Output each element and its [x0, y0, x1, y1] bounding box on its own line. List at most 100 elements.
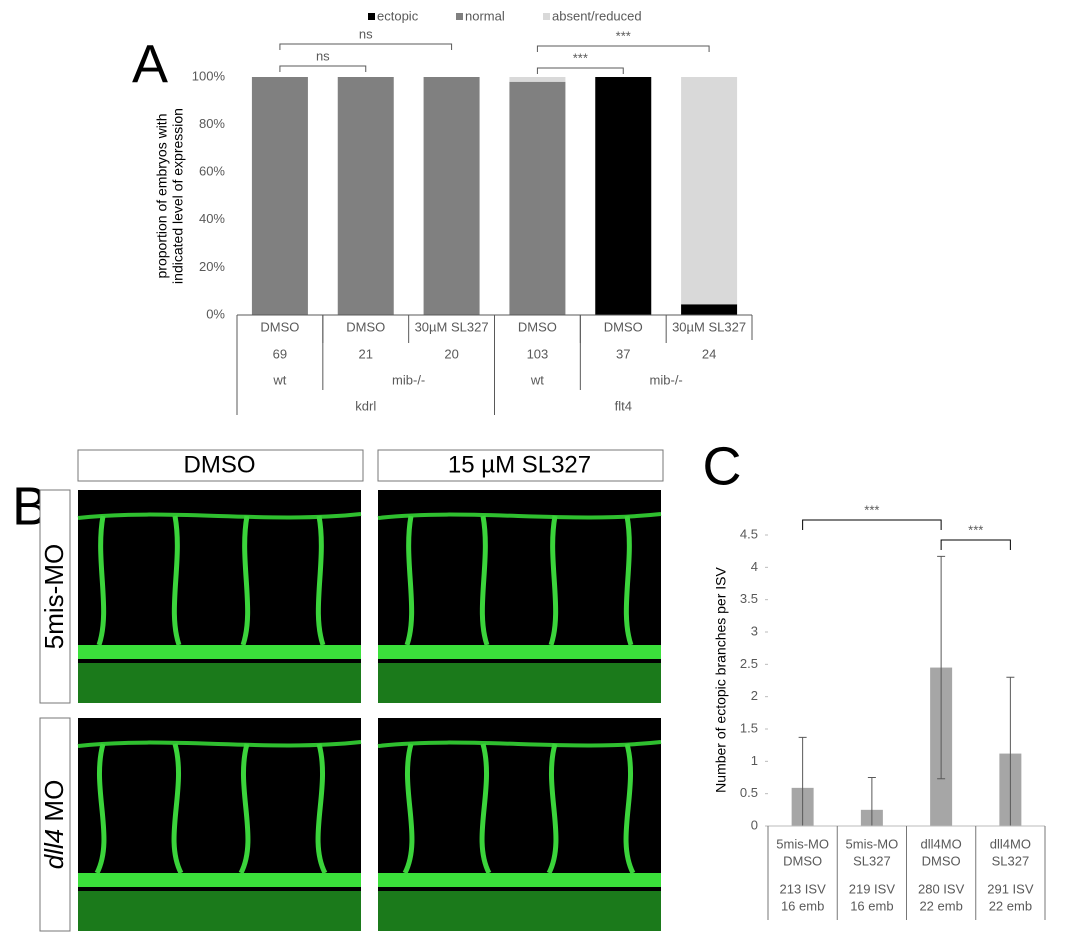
- legend-swatch: [543, 13, 550, 20]
- group-label: kdrl: [355, 398, 376, 413]
- significance-label: ns: [316, 48, 330, 63]
- vessel: [315, 515, 326, 646]
- row-header-box: [39, 489, 71, 704]
- vessel: [94, 743, 107, 875]
- group-label: flt4: [615, 398, 632, 413]
- vessel: [171, 743, 184, 875]
- significance-bracket: [536, 45, 710, 52]
- vessel-band: [378, 873, 661, 887]
- bar-segment: [423, 77, 480, 315]
- panel-label: A: [132, 34, 168, 94]
- significance-label: ***: [864, 502, 879, 517]
- column-header-box: [377, 449, 664, 482]
- vessel: [548, 515, 559, 646]
- vessel: [404, 515, 415, 646]
- bar-segment: [595, 77, 652, 315]
- x-tick-label: dll4MO: [921, 836, 962, 851]
- significance-bracket: [536, 67, 624, 74]
- vessel-band: [78, 891, 361, 931]
- x-tick-label: SL327: [992, 853, 1030, 868]
- significance-label: ***: [968, 522, 983, 537]
- count-label: 24: [702, 346, 716, 361]
- y-tick-label: 0: [751, 817, 758, 832]
- x-tick-label: SL327: [853, 853, 891, 868]
- x-tick-label: DMSO: [518, 319, 557, 334]
- significance-bracket: [940, 539, 1011, 550]
- row-header-box: [39, 717, 71, 932]
- vessel: [402, 743, 415, 875]
- vessel-band: [78, 645, 361, 659]
- vessel-band: [378, 891, 661, 931]
- category-detail: 22 emb: [989, 898, 1032, 913]
- y-tick-label: 60%: [199, 164, 225, 179]
- group-label: wt: [272, 372, 286, 387]
- vessel-band: [78, 873, 361, 887]
- column-header: DMSO: [184, 451, 256, 478]
- x-tick-label: 5mis-MO: [776, 836, 829, 851]
- y-tick-label: 20%: [199, 259, 225, 274]
- vessel-band: [78, 663, 361, 703]
- vessel-band: [378, 663, 661, 703]
- vessel: [77, 512, 362, 520]
- vessel-band: [378, 645, 661, 659]
- error-bar: [1006, 676, 1015, 826]
- vessel: [240, 515, 251, 646]
- row-header: 5mis-MO: [39, 544, 69, 649]
- y-tick-label: 80%: [199, 116, 225, 131]
- category-detail: 22 emb: [919, 898, 962, 913]
- y-tick-label: 0%: [206, 306, 225, 321]
- category-detail: 213 ISV: [779, 881, 826, 896]
- vessel: [479, 743, 492, 875]
- vessel: [479, 515, 490, 646]
- bar-segment: [509, 77, 566, 82]
- y-tick-label: 40%: [199, 211, 225, 226]
- legend-label: ectopic: [377, 8, 419, 23]
- count-label: 69: [273, 346, 287, 361]
- group-label: mib-/-: [392, 372, 425, 387]
- y-tick-label: 2.5: [740, 656, 758, 671]
- legend-label: absent/reduced: [552, 8, 642, 23]
- group-label: mib-/-: [650, 372, 683, 387]
- x-tick-label: 30µM SL327: [415, 319, 489, 334]
- category-detail: 16 emb: [781, 898, 824, 913]
- vessel: [171, 515, 182, 646]
- category-detail: 219 ISV: [849, 881, 896, 896]
- y-tick-label: 4.5: [740, 526, 758, 541]
- legend-swatch: [368, 13, 375, 20]
- x-tick-label: dll4MO: [990, 836, 1031, 851]
- x-tick-label: DMSO: [783, 853, 822, 868]
- y-tick-label: 100%: [192, 68, 226, 83]
- row-header-text: 5mis-MO: [39, 544, 69, 649]
- x-tick-label: DMSO: [346, 319, 385, 334]
- significance-label: ***: [573, 50, 588, 65]
- vessel: [77, 740, 362, 748]
- y-tick-label: 1.5: [740, 720, 758, 735]
- error-bar: [798, 736, 807, 826]
- bar-segment: [337, 77, 394, 315]
- group-label: wt: [530, 372, 544, 387]
- column-header-box: [77, 449, 364, 482]
- x-tick-label: DMSO: [260, 319, 299, 334]
- bar-segment: [681, 77, 738, 305]
- x-tick-label: 30µM SL327: [672, 319, 746, 334]
- category-detail: 16 emb: [850, 898, 893, 913]
- significance-label: ***: [616, 28, 631, 43]
- bar-segment: [251, 77, 308, 315]
- y-axis-label: proportion of embryos with: [154, 114, 170, 279]
- vessel: [238, 743, 251, 875]
- category-detail: 291 ISV: [987, 881, 1034, 896]
- vessel: [623, 743, 636, 875]
- y-tick-label: 1: [751, 753, 758, 768]
- significance-label: ns: [359, 26, 373, 41]
- bar-segment: [509, 81, 566, 315]
- count-label: 37: [616, 346, 630, 361]
- y-tick-label: 0.5: [740, 785, 758, 800]
- bar-segment: [681, 304, 738, 315]
- error-bar: [867, 777, 876, 826]
- vessel: [623, 515, 634, 646]
- category-detail: 280 ISV: [918, 881, 965, 896]
- row-header-italic: dll4: [39, 829, 69, 869]
- column-header: 15 µM SL327: [448, 451, 591, 478]
- y-tick-label: 2: [751, 688, 758, 703]
